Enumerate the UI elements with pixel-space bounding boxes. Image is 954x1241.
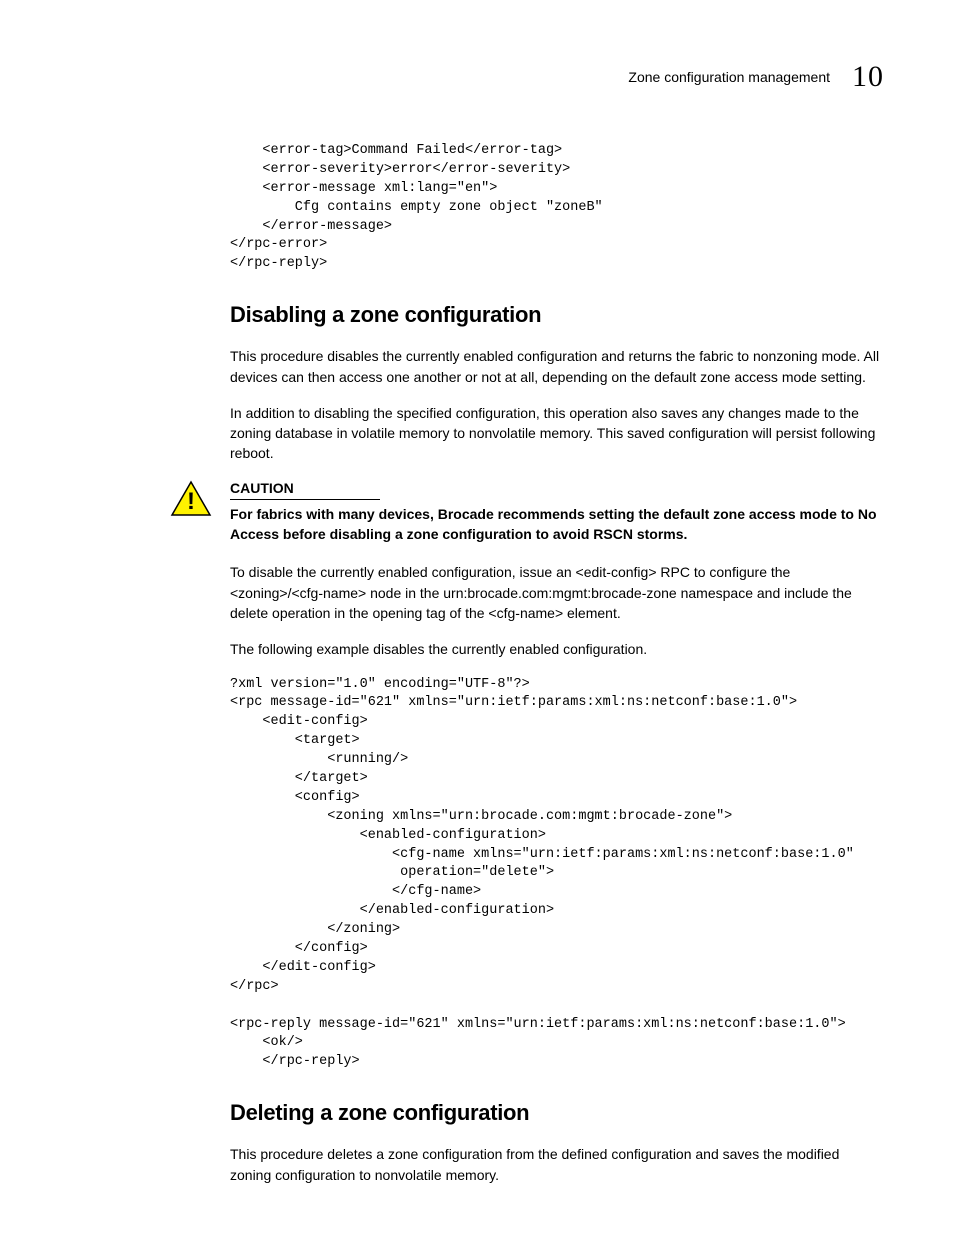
section-heading-deleting: Deleting a zone configuration xyxy=(230,1100,884,1126)
body-paragraph: To disable the currently enabled configu… xyxy=(230,562,884,623)
svg-text:!: ! xyxy=(187,488,195,515)
content-column: <error-tag>Command Failed</error-tag> <e… xyxy=(230,142,884,1185)
header-title: Zone configuration management xyxy=(628,69,830,85)
section-heading-disabling: Disabling a zone configuration xyxy=(230,302,884,328)
body-paragraph: The following example disables the curre… xyxy=(230,639,884,659)
chapter-number: 10 xyxy=(852,60,884,94)
caution-body: CAUTION For fabrics with many devices, B… xyxy=(230,480,884,545)
caution-triangle-icon: ! xyxy=(170,480,212,518)
code-block-error: <error-tag>Command Failed</error-tag> <e… xyxy=(230,142,884,274)
body-paragraph: This procedure deletes a zone configurat… xyxy=(230,1144,884,1185)
caution-text: For fabrics with many devices, Brocade r… xyxy=(230,504,884,545)
code-block-disable: ?xml version="1.0" encoding="UTF-8"?> <r… xyxy=(230,676,884,1073)
caution-block: ! CAUTION For fabrics with many devices,… xyxy=(170,480,884,545)
caution-label: CAUTION xyxy=(230,480,380,500)
page-container: Zone configuration management 10 <error-… xyxy=(0,0,954,1241)
body-paragraph: In addition to disabling the specified c… xyxy=(230,403,884,464)
body-paragraph: This procedure disables the currently en… xyxy=(230,346,884,387)
running-header: Zone configuration management 10 xyxy=(70,60,884,94)
